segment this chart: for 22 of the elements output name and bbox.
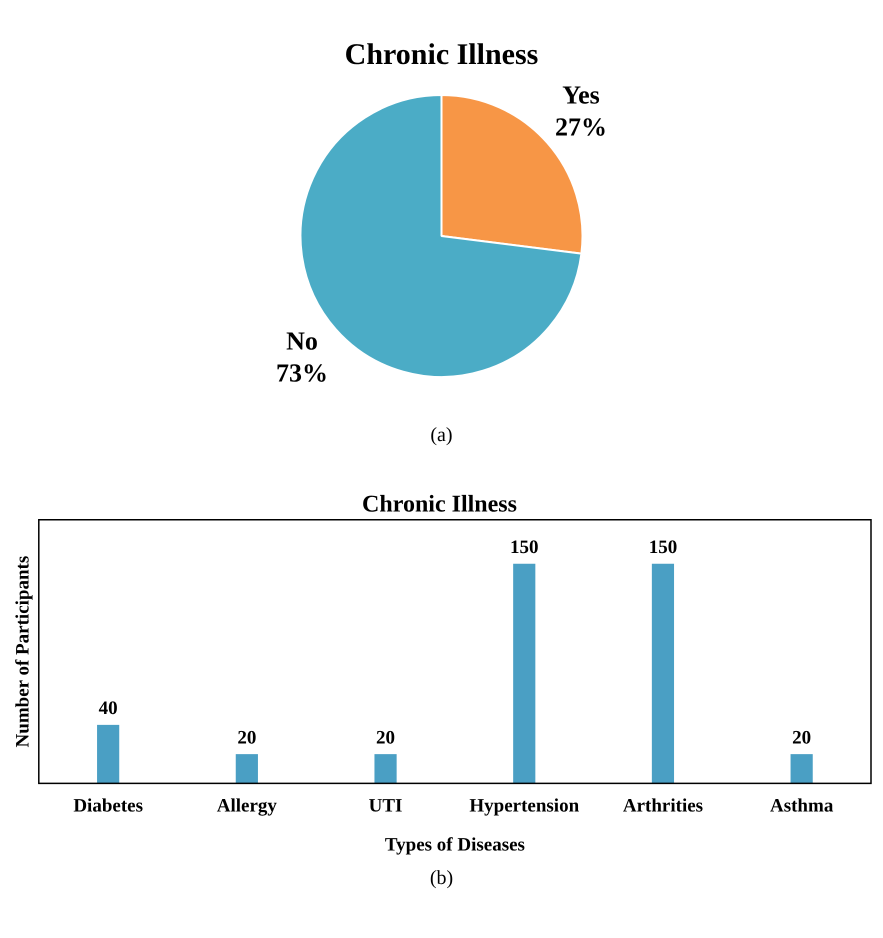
slice-label: No <box>286 326 318 356</box>
y-axis-title: Number of Participants <box>12 556 34 748</box>
x-tick-label: Asthma <box>770 796 834 817</box>
data-label: 73% <box>276 358 328 388</box>
data-label: 20 <box>792 728 812 749</box>
data-label: 20 <box>237 728 256 749</box>
x-tick-label: Hypertension <box>469 796 580 817</box>
data-label: 27% <box>555 112 608 142</box>
data-label: 150 <box>510 537 538 558</box>
chart-title: Chronic Illness <box>344 38 538 71</box>
text: (b) <box>428 867 454 890</box>
x-tick-label: Diabetes <box>73 796 143 817</box>
slice-label: Yes <box>562 80 600 110</box>
data-label: 40 <box>98 698 118 720</box>
x-tick-label: Arthrities <box>622 796 704 817</box>
chart-title: Chronic Illness <box>362 492 517 518</box>
x-tick-label: Allergy <box>216 796 278 817</box>
x-tick-label: UTI <box>368 796 402 817</box>
x-axis-title: Types of Diseases <box>384 834 525 856</box>
data-label: 150 <box>648 537 678 558</box>
data-label: 20 <box>376 728 396 749</box>
text: (a) <box>429 424 454 447</box>
